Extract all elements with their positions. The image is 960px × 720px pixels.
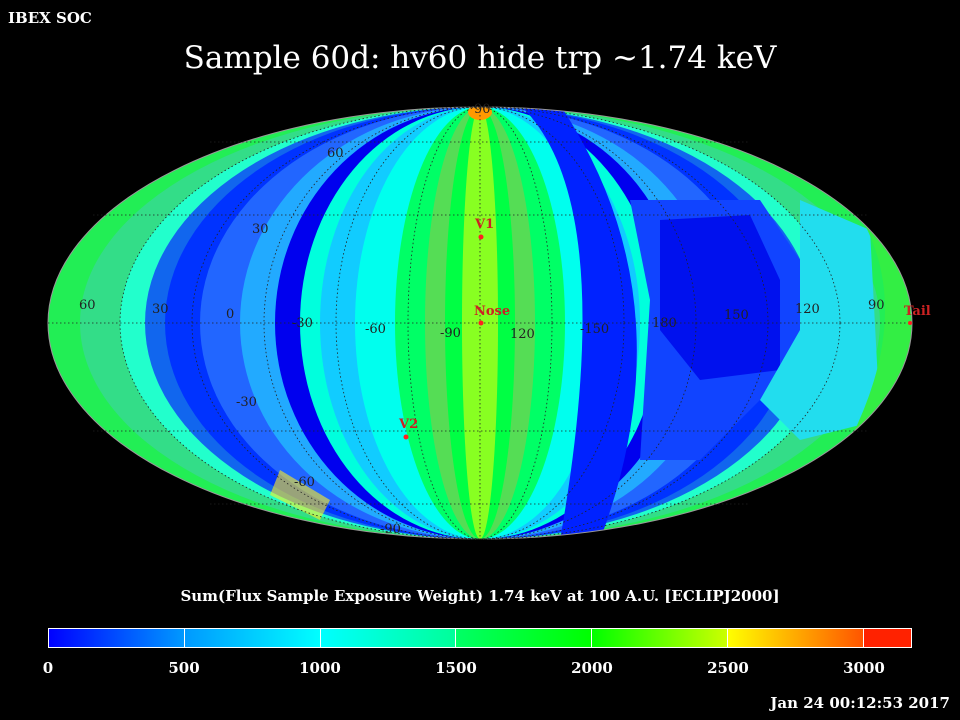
lon-label: 180: [652, 316, 677, 331]
marker-tail: [908, 321, 912, 325]
colorbar-segment: [863, 629, 911, 647]
marker-label-v1: V1: [474, 217, 494, 232]
lat-label: -60: [294, 475, 315, 490]
colorbar-segment: [456, 629, 593, 647]
lon-label: 90: [868, 298, 885, 313]
colorbar-segment: [184, 629, 321, 647]
marker-label-tail: Tail: [904, 304, 931, 319]
org-label: IBEX SOC: [8, 9, 92, 27]
colorbar-segment: [592, 629, 728, 647]
colorbar-tick: 1000: [299, 659, 341, 677]
lat-label: 30: [252, 222, 269, 237]
lon-label: -30: [292, 316, 313, 331]
colorbar-segment: [49, 629, 185, 647]
colorbar-tick: 3000: [843, 659, 885, 677]
lon-label: 120: [795, 302, 820, 317]
colorbar-tick: 2000: [571, 659, 613, 677]
marker-nose: [478, 320, 484, 326]
colorbar-tick: 2500: [707, 659, 749, 677]
lat-label: 90: [474, 102, 491, 117]
graticule-lines: [48, 106, 912, 540]
lon-label: -90: [440, 326, 461, 341]
colorbar-tick: 0: [42, 659, 54, 677]
colorbar-tick: 1500: [435, 659, 477, 677]
lon-label: -60: [365, 322, 386, 337]
lat-label: 0: [226, 307, 234, 322]
lon-label: 120: [510, 327, 535, 342]
colorbar-title: Sum(Flux Sample Exposure Weight) 1.74 ke…: [180, 587, 780, 605]
lon-label: 30: [152, 302, 169, 317]
marker-label-v2: V2: [398, 417, 418, 432]
lat-label: 60: [327, 146, 344, 161]
lat-label: -90: [380, 522, 401, 537]
lon-labels: 60 30 0 -30 -60 -90 120 -150 180 150 120…: [79, 298, 885, 342]
timestamp: Jan 24 00:12:53 2017: [770, 694, 950, 712]
colorbar: [48, 628, 912, 648]
colorbar-segment: [320, 629, 457, 647]
lat-labels: 90 60 30 0 -30 -60 -90: [226, 102, 491, 537]
colorbar-tick: 500: [168, 659, 200, 677]
marker-v1: [478, 234, 484, 240]
lon-label: 150: [724, 308, 749, 323]
map-title: Sample 60d: hv60 hide trp ~1.74 keV: [183, 40, 777, 76]
markers: V1 Nose V2 Tail: [398, 217, 931, 440]
marker-v2: [403, 434, 409, 440]
colorbar-segment: [727, 629, 864, 647]
marker-label-nose: Nose: [474, 304, 510, 319]
lat-label: -30: [236, 395, 257, 410]
lon-label: 60: [79, 298, 96, 313]
lon-label: -150: [580, 322, 609, 337]
